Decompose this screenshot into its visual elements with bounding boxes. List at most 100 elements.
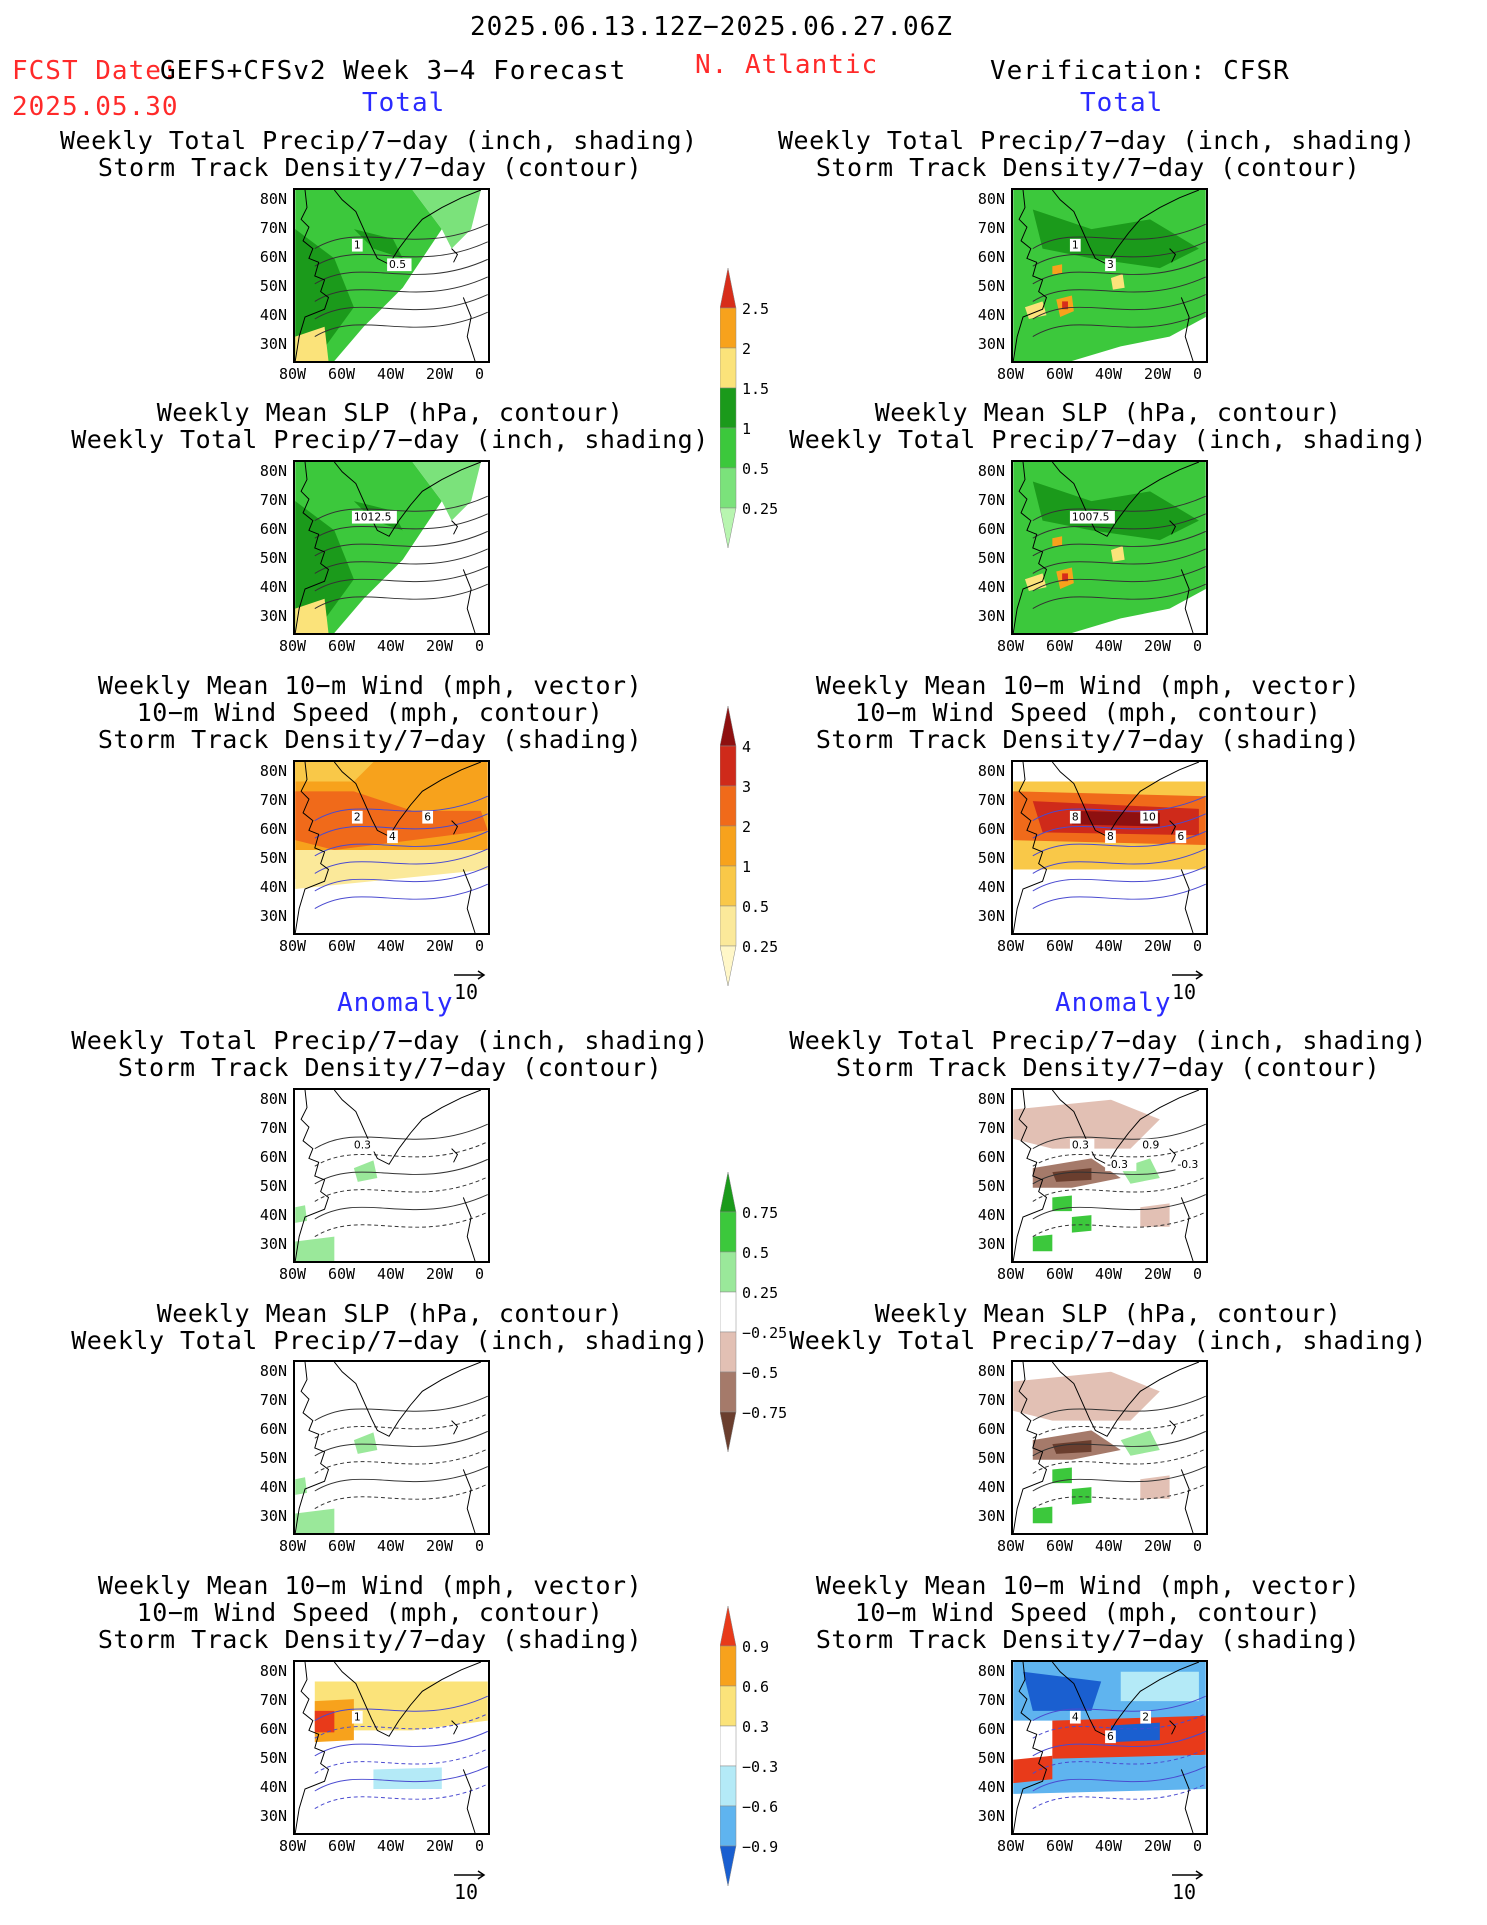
map-plot: 1007.5 xyxy=(1013,462,1206,633)
contour-line xyxy=(1032,1713,1206,1739)
colorbar-svg xyxy=(719,705,737,987)
shading-region xyxy=(1071,1215,1092,1233)
contour-label: 0.5 xyxy=(389,258,406,271)
lat-tick-label: 30N xyxy=(977,607,1005,625)
contour-line xyxy=(1032,866,1206,892)
colorbar-segment xyxy=(719,1605,737,1647)
map-panel-11: 1 xyxy=(293,1660,490,1835)
panel-4-title: Weekly Mean SLP (hPa, contour) Weekly To… xyxy=(778,399,1438,453)
contour-label: 0.9 xyxy=(1142,1139,1159,1152)
contour-line xyxy=(314,830,488,857)
contour-label: 3 xyxy=(1107,258,1114,271)
lat-tick-label: 50N xyxy=(259,1449,287,1467)
map-panel-9 xyxy=(293,1360,490,1535)
contour-line xyxy=(1032,1211,1206,1237)
contour-line xyxy=(314,848,488,874)
shading-region xyxy=(295,849,488,890)
title-line: Storm Track Density/7−day (shading) xyxy=(815,725,1361,754)
lat-tick-label: 80N xyxy=(977,190,1005,208)
lon-tick-label: 80W xyxy=(279,637,307,655)
lat-tick-label: 30N xyxy=(259,907,287,925)
panel-1-title: Weekly Total Precip/7−day (inch, shading… xyxy=(60,127,697,181)
colorbar-label: 0.25 xyxy=(742,938,779,956)
contour-label: 4 xyxy=(1072,1711,1079,1724)
shading-region xyxy=(412,462,481,521)
contour-label: 2 xyxy=(1142,1711,1149,1724)
lon-tick-label: 80W xyxy=(997,937,1025,955)
shading-region xyxy=(373,1767,442,1790)
title-line: Weekly Mean 10−m Wind (mph, vector) xyxy=(815,671,1361,700)
lat-tick-label: 60N xyxy=(977,1148,1005,1166)
contour-line xyxy=(314,1211,488,1237)
title-line: Weekly Total Precip/7−day (inch, shading… xyxy=(71,1026,709,1055)
colorbar-segment xyxy=(719,1645,737,1687)
lat-tick-label: 60N xyxy=(259,820,287,838)
contour-line xyxy=(314,1123,488,1150)
contour-label: 1012.5 xyxy=(354,511,392,524)
colorbar-label: 1.5 xyxy=(742,380,770,398)
map-plot: 10.5 xyxy=(295,190,488,361)
contour-line xyxy=(1032,276,1206,302)
shading-region xyxy=(295,791,488,850)
contour-line xyxy=(1032,1194,1206,1220)
colorbar-segment xyxy=(719,427,737,469)
contour-line xyxy=(1032,548,1206,574)
colorbar-segment xyxy=(719,1725,737,1767)
contour-line xyxy=(314,548,488,574)
title-line: Weekly Mean SLP (hPa, contour) xyxy=(156,398,624,427)
lon-tick-label: 60W xyxy=(1046,365,1074,383)
title-line: Weekly Total Precip/7−day (inch, shading… xyxy=(789,1026,1427,1055)
contour-line xyxy=(314,1413,488,1439)
colorbar-label: 0.25 xyxy=(742,500,779,518)
lat-tick-label: 50N xyxy=(259,1749,287,1767)
lon-tick-label: 0 xyxy=(475,937,485,955)
lat-tick-label: 50N xyxy=(977,1449,1005,1467)
lat-tick-label: 40N xyxy=(977,1478,1005,1496)
lon-tick-label: 80W xyxy=(997,637,1025,655)
lat-tick-label: 60N xyxy=(977,820,1005,838)
colorbar-segment xyxy=(719,705,737,747)
shading-region xyxy=(295,1508,335,1533)
title-line: 10−m Wind Speed (mph, contour) xyxy=(136,698,604,727)
contour-line xyxy=(314,311,488,337)
contour-label-bg xyxy=(422,810,434,824)
lon-tick-label: 60W xyxy=(328,1837,356,1855)
lat-tick-label: 60N xyxy=(259,248,287,266)
lat-tick-label: 50N xyxy=(259,277,287,295)
shading-region xyxy=(1120,1158,1160,1184)
contour-label: 6 xyxy=(424,811,431,824)
shading-region xyxy=(295,762,374,782)
contour-line xyxy=(314,1483,488,1509)
colorbar-segment xyxy=(719,1251,737,1293)
map-panel-6: 8 8 10 6 xyxy=(1011,760,1208,935)
shading-region xyxy=(1032,1234,1053,1252)
lon-tick-label: 60W xyxy=(1046,937,1074,955)
colorbar-label: 0.5 xyxy=(742,460,770,478)
shading-region xyxy=(295,598,329,633)
contour-line xyxy=(314,1713,488,1739)
lat-tick-label: 80N xyxy=(259,762,287,780)
colorbar-segment xyxy=(719,1171,737,1213)
title-line: Storm Track Density/7−day (shading) xyxy=(815,1625,1361,1654)
panel-12-title: Weekly Mean 10−m Wind (mph, vector) 10−m… xyxy=(778,1572,1398,1653)
contour-label-bg xyxy=(1069,810,1081,824)
colorbar-label: 1 xyxy=(742,858,752,876)
contour-line xyxy=(314,813,488,839)
colorbar-storm-anomaly: 0.9 0.6 0.3 −0.3 −0.6 −0.9 xyxy=(719,1605,778,1910)
colorbar-label: 1 xyxy=(742,420,752,438)
contour-line xyxy=(1032,241,1206,267)
fcst-date-label: FCST Date: xyxy=(12,56,179,86)
colorbar-segment xyxy=(719,347,737,389)
contour-label-bg xyxy=(1140,1138,1165,1152)
contour-line xyxy=(1032,883,1206,909)
lon-tick-label: 20W xyxy=(426,1265,454,1283)
title-line: Weekly Total Precip/7−day (inch, shading… xyxy=(71,425,709,454)
contour-label-bg xyxy=(351,1710,363,1724)
contour-line xyxy=(1032,513,1206,539)
title-line: 10−m Wind Speed (mph, contour) xyxy=(136,1598,604,1627)
lon-tick-label: 40W xyxy=(377,365,405,383)
lon-tick-label: 40W xyxy=(1095,365,1123,383)
lat-tick-label: 80N xyxy=(259,1362,287,1380)
colorbar-label: −0.6 xyxy=(742,1798,779,1816)
colorbar-segment xyxy=(719,1331,737,1373)
